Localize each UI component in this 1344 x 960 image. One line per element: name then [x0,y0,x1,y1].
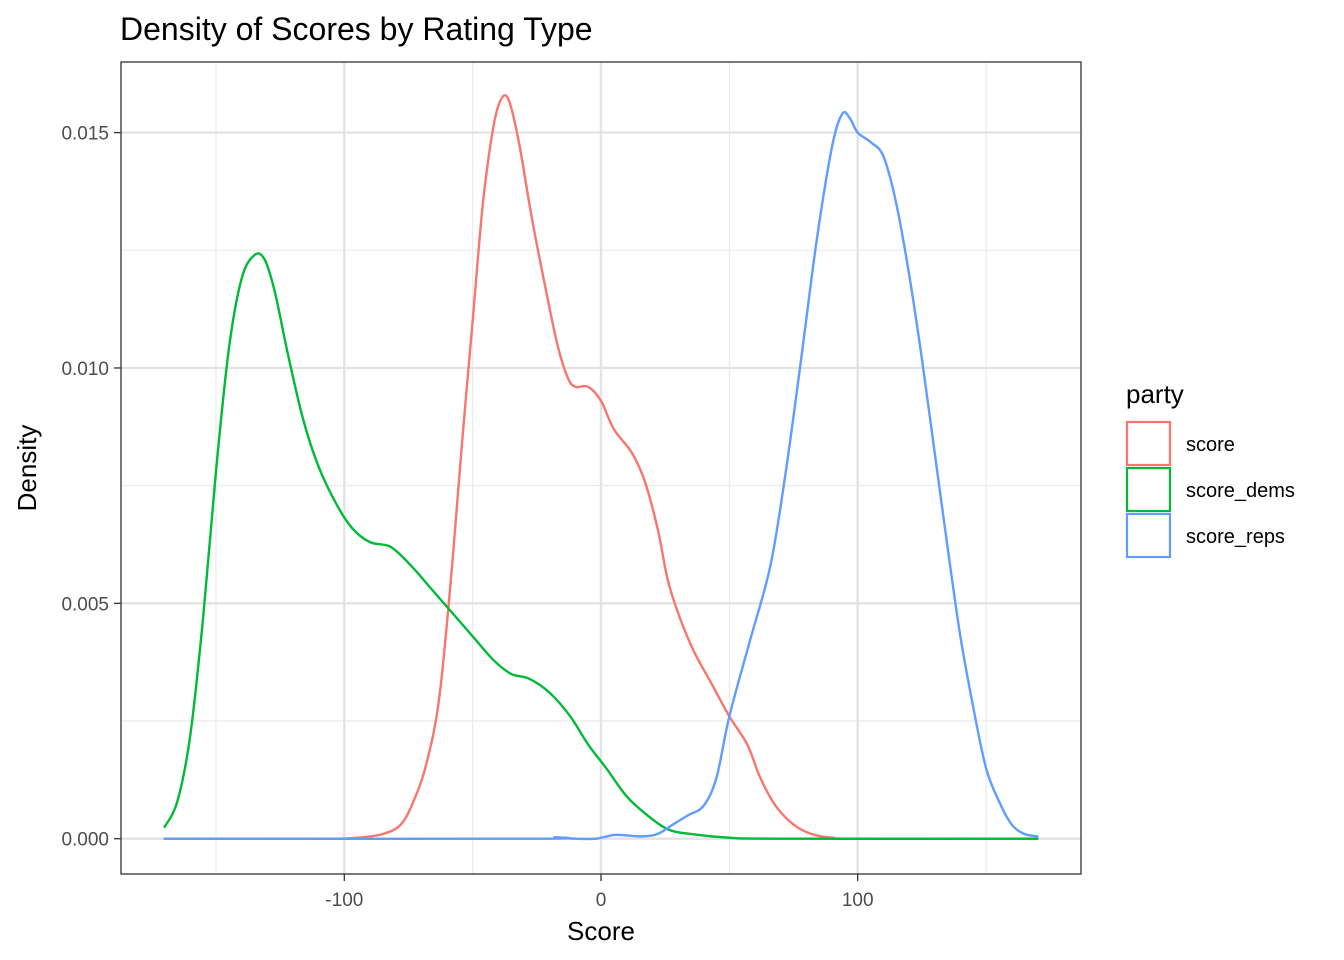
x-tick-label: 0 [596,890,607,911]
x-tick-label: -100 [325,890,363,911]
legend-title: party [1126,379,1184,409]
legend-key-score [1125,420,1172,467]
x-axis-title: Score [567,916,635,946]
legend-label-score-reps: score_reps [1186,526,1285,548]
legend-key-score-dems [1125,466,1172,513]
y-tick-label: 0.015 [61,124,109,145]
legend-key-score-reps [1125,512,1172,559]
legend-label-score-dems: score_dems [1186,480,1295,502]
y-axis-title: Density [12,425,42,512]
series-line-score [163,94,1039,840]
legend: party score score_dems score_reps [1125,379,1295,559]
y-tick-label: 0.000 [61,830,109,851]
y-tick-label: 0.010 [61,359,109,380]
series-line-score-dems [163,252,1039,840]
x-tick-label: 100 [842,890,874,911]
y-tick-label: 0.005 [61,594,109,615]
legend-label-score: score [1186,434,1235,456]
chart-title: Density of Scores by Rating Type [120,11,593,47]
series-line-score-reps [163,110,1039,841]
y-axis-ticks: 0.000 0.005 0.010 0.015 [61,124,121,851]
density-lines [163,94,1039,841]
x-axis-ticks: -100 0 100 [325,874,874,911]
